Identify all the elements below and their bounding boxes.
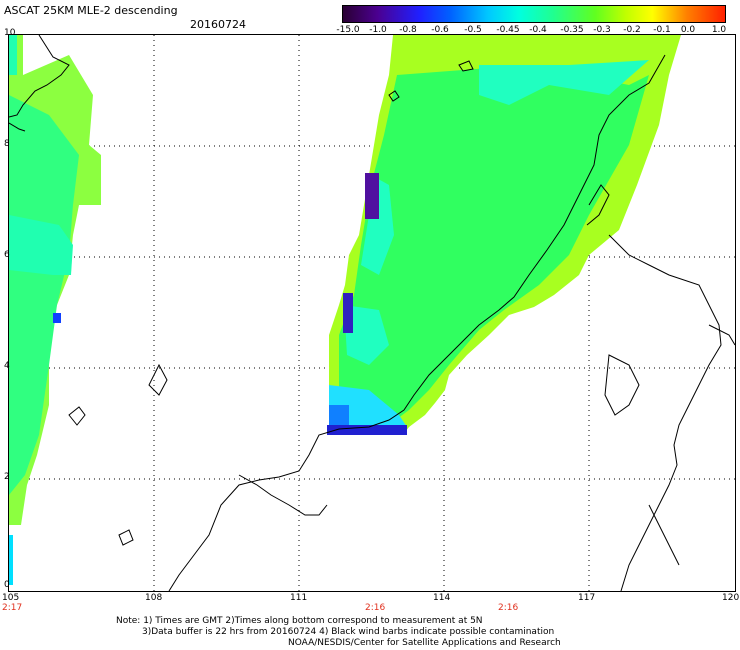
swath-fill [365, 173, 379, 219]
y-tick-label: 2 [4, 472, 10, 482]
color-scale-label: 0.0 [680, 25, 696, 35]
right-data-swath [327, 35, 681, 435]
swath-fill [339, 65, 649, 425]
coastline [68, 406, 86, 426]
swath-fill [361, 175, 394, 275]
coastline [604, 354, 640, 416]
swath-fill [9, 95, 79, 495]
color-scale-labels: -15.0 -1.0 -0.8 -0.6 -0.5 -0.45 -0.4 -0.… [330, 25, 730, 37]
coastline [8, 122, 26, 132]
map-title: ASCAT 25KM MLE-2 descending [4, 4, 178, 17]
x-tick-label: 108 [145, 593, 163, 603]
y-tick-label: 4 [4, 361, 10, 371]
footnote-line: 3)Data buffer is 22 hrs from 20160724 4)… [142, 627, 555, 637]
coastline [388, 90, 400, 102]
swath-fill [329, 405, 349, 425]
map-date: 20160724 [190, 18, 246, 31]
swath-fill [9, 535, 13, 585]
color-scale-label: -0.8 [399, 25, 417, 35]
color-scale-label: -0.4 [529, 25, 547, 35]
color-scale-label: -0.35 [560, 25, 584, 35]
x-tick-label: 117 [578, 593, 596, 603]
swath-fill [53, 313, 61, 323]
color-scale-label: -0.2 [623, 25, 641, 35]
x-tick-label: 111 [290, 593, 308, 603]
time-label: 2:16 [498, 603, 519, 613]
x-tick-label: 120 [722, 593, 740, 603]
coastlines [8, 34, 736, 592]
color-scale-label: -1.0 [369, 25, 387, 35]
coastline [148, 363, 168, 396]
footnote-line: Note: 1) Times are GMT 2)Times along bot… [116, 616, 483, 626]
color-scale-label: 1.0 [711, 25, 727, 35]
color-scale-label: -0.6 [431, 25, 449, 35]
color-scale-label: -0.5 [464, 25, 482, 35]
swath-fill [343, 293, 353, 333]
y-tick-label: 6 [4, 250, 10, 260]
swath-fill [479, 60, 649, 105]
coastline [648, 504, 680, 566]
x-tick-label: 105 [2, 593, 20, 603]
x-tick-label: 114 [433, 593, 451, 603]
footnote-line: NOAA/NESDIS/Center for Satellite Applica… [288, 638, 561, 648]
coastline [118, 529, 134, 546]
y-tick-label: 0 [4, 580, 10, 590]
color-scale-bar [342, 5, 726, 23]
swath-fill [327, 425, 407, 435]
coastline [458, 60, 474, 72]
time-label: 2:16 [365, 603, 386, 613]
swath-fill [9, 215, 73, 275]
swath-fill [9, 35, 17, 75]
footnotes: Note: 1) Times are GMT 2)Times along bot… [116, 616, 561, 649]
color-scale-label: -0.1 [653, 25, 671, 35]
swath-fill [344, 305, 389, 365]
coastline [608, 234, 722, 592]
coastline [168, 54, 666, 592]
map-canvas [8, 34, 736, 592]
color-scale-label: -0.45 [496, 25, 520, 35]
coastline [238, 474, 328, 516]
left-data-swath [9, 35, 101, 585]
coastline [586, 184, 610, 226]
color-scale-label: -15.0 [336, 25, 360, 35]
y-tick-label: 10 [4, 28, 16, 38]
coastline [708, 324, 736, 346]
coastline [8, 34, 70, 118]
map-panel[interactable] [8, 34, 736, 592]
color-scale-label: -0.3 [593, 25, 611, 35]
time-label: 2:17 [2, 603, 23, 613]
y-tick-label: 8 [4, 139, 10, 149]
